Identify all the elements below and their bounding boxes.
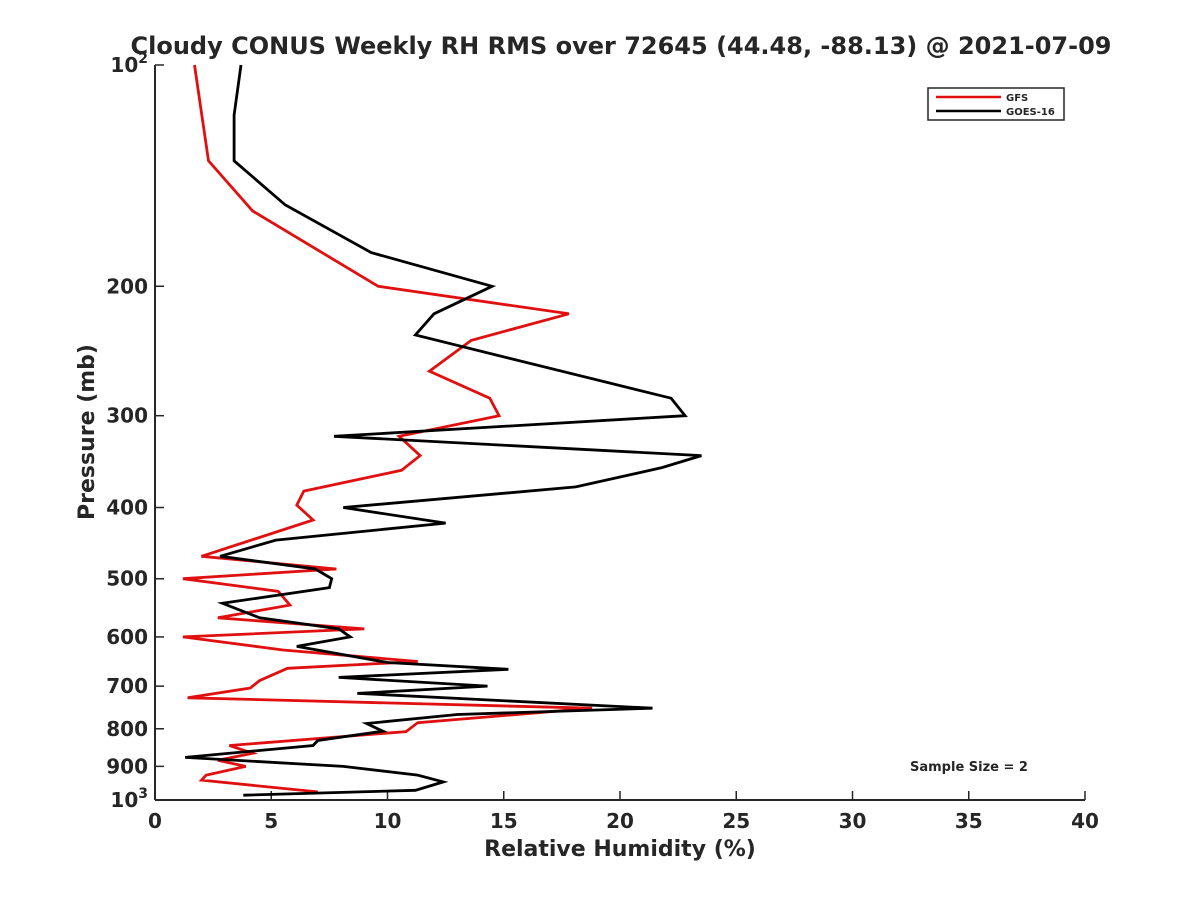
x-tick-label: 15 [490, 809, 518, 833]
x-tick-label: 30 [839, 809, 867, 833]
chart-title: Cloudy CONUS Weekly RH RMS over 72645 (4… [131, 32, 1112, 60]
x-tick-label: 40 [1071, 809, 1099, 833]
x-tick-label: 5 [264, 809, 278, 833]
series-layer [182, 64, 702, 797]
y-tick-label: 800 [106, 717, 148, 741]
sample-size-annotation: Sample Size = 2 [910, 760, 1028, 775]
y-tick-label: 500 [106, 567, 148, 591]
x-tick-label: 20 [606, 809, 634, 833]
y-tick-label: 300 [106, 404, 148, 428]
x-tick-label: 25 [722, 809, 750, 833]
x-tick-label: 35 [955, 809, 983, 833]
x-axis-ticks: 0 5 10 15 20 25 30 35 40 [148, 791, 1099, 833]
y-axis-label: Pressure (mb) [75, 344, 100, 520]
y-tick-label: 103 [110, 786, 148, 812]
legend: GFS GOES-16 [927, 87, 1065, 121]
y-tick-label: 102 [110, 51, 148, 77]
y-tick-label: 600 [106, 625, 148, 649]
x-tick-label: 10 [374, 809, 402, 833]
series-line-goes-16 [185, 64, 702, 797]
x-axis-label: Relative Humidity (%) [484, 837, 756, 862]
plot-background [155, 65, 1085, 800]
y-tick-label: 900 [106, 754, 148, 778]
series-line-gfs [182, 64, 593, 794]
legend-label-gfs: GFS [1006, 93, 1028, 104]
legend-label-goes-16: GOES-16 [1006, 107, 1055, 118]
y-axis-ticks: 102 200 300 400 500 600 700 800 900 103 [106, 51, 164, 812]
plot-area [154, 65, 1085, 801]
y-tick-label: 700 [106, 674, 148, 698]
y-tick-label: 400 [106, 496, 148, 520]
y-tick-label: 200 [106, 274, 148, 298]
x-tick-label: 0 [148, 809, 162, 833]
legend-box [927, 87, 1065, 121]
